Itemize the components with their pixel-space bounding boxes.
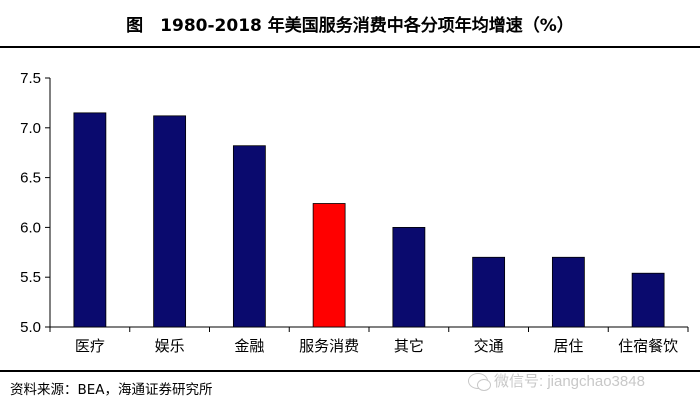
x-tick-label: 其它 [394,337,424,355]
x-tick-label: 居住 [553,337,583,355]
x-tick-label: 医疗 [75,337,105,355]
y-tick-label: 6.5 [20,170,41,187]
x-tick-label: 交通 [474,337,504,355]
y-tick-label: 6.0 [20,219,41,236]
bar [73,112,107,328]
source-rule [0,370,700,372]
x-tick-label: 服务消费 [299,337,359,355]
bar [472,256,506,328]
watermark-text: 微信号: jiangchao3848 [494,373,645,390]
bar [551,256,585,328]
bar-chart: 5.0 5.5 6.0 6.5 7.0 7.5 医疗 娱乐 金融 服务消费 其它 交通 居住 住宿餐饮 [20,70,689,355]
y-tick-label: 7.0 [20,120,41,137]
bar [392,226,426,328]
y-tick-label: 5.0 [20,319,41,336]
bar [631,272,665,328]
y-tick-label: 5.5 [20,269,41,286]
bar [232,145,266,328]
watermark: 微信号: jiangchao3848 [468,370,645,391]
x-tick-label: 金融 [234,337,264,355]
x-tick-label: 娱乐 [155,337,185,355]
source-note: 资料来源：BEA，海通证券研究所 [10,382,213,398]
y-tick-label: 7.5 [20,70,41,87]
bar [153,115,187,328]
wechat-icon [468,372,491,391]
x-tick-label: 住宿餐饮 [618,337,678,355]
title-rule [0,46,700,48]
title-bar: 图 1980-2018 年美国服务消费中各分项年均增速（%） [0,0,700,46]
chart-title: 图 1980-2018 年美国服务消费中各分项年均增速（%） [126,15,574,36]
bar [312,203,346,328]
